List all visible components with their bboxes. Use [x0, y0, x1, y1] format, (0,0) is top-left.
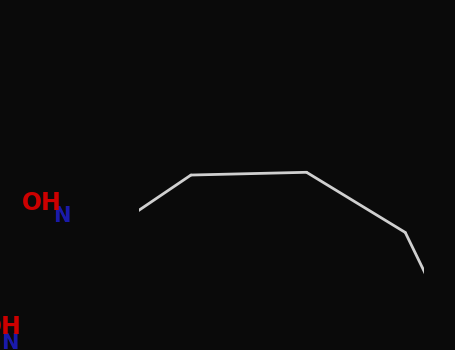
Text: OH: OH: [0, 315, 21, 339]
Text: N: N: [1, 333, 19, 350]
Text: N: N: [53, 206, 70, 226]
Text: OH: OH: [22, 191, 62, 215]
